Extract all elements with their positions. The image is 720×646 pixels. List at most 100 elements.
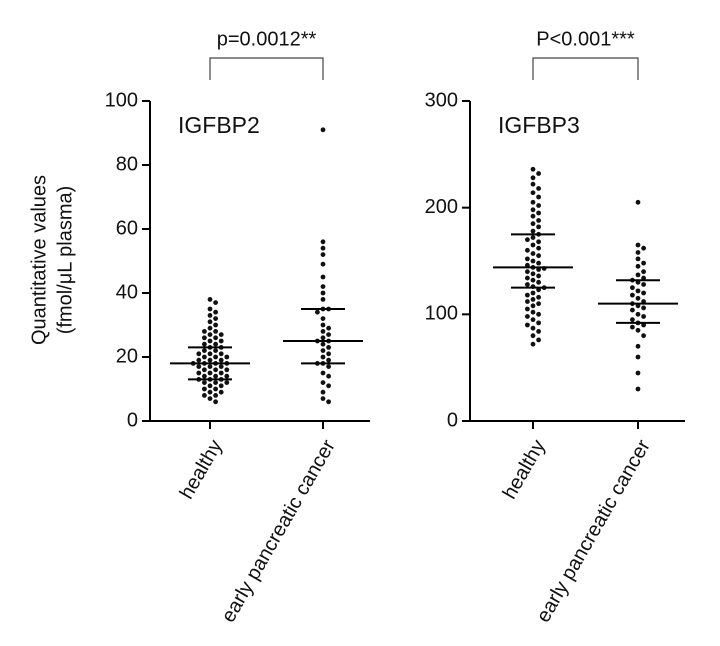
data-point — [320, 252, 326, 257]
data-point — [218, 332, 224, 337]
data-point — [213, 354, 219, 360]
data-point — [525, 292, 530, 298]
data-point — [536, 253, 541, 259]
data-point — [530, 309, 536, 315]
data-point — [224, 380, 230, 385]
data-point — [207, 306, 213, 312]
data-point — [213, 348, 219, 353]
data-point — [536, 186, 541, 191]
data-point — [320, 329, 326, 334]
data-point — [525, 237, 530, 243]
data-point — [530, 297, 536, 302]
data-point — [641, 282, 646, 287]
data-point — [326, 351, 331, 357]
data-point — [635, 343, 641, 349]
data-point — [320, 348, 326, 353]
p-value: p=0.0012** — [217, 28, 317, 50]
data-point — [202, 354, 207, 360]
data-point — [635, 263, 641, 269]
data-point — [530, 325, 536, 331]
data-point — [326, 383, 331, 389]
data-point — [202, 329, 207, 334]
data-point — [207, 383, 213, 389]
panel-title: IGFBP3 — [498, 112, 580, 138]
data-point — [320, 239, 326, 245]
data-point — [202, 341, 207, 347]
data-point — [320, 354, 326, 360]
data-point — [536, 239, 541, 245]
data-point — [320, 341, 326, 347]
data-point — [218, 370, 224, 376]
data-point — [224, 367, 230, 373]
data-point — [530, 199, 536, 205]
data-point — [218, 389, 224, 395]
data-point — [536, 260, 541, 266]
data-point — [320, 396, 326, 401]
data-point — [635, 288, 641, 294]
data-point — [320, 261, 326, 267]
y-tick-label: 100 — [105, 89, 138, 111]
data-point — [202, 386, 207, 392]
data-point — [213, 335, 219, 341]
data-point — [326, 373, 331, 379]
data-point — [635, 311, 641, 317]
data-point — [536, 273, 541, 279]
data-point — [213, 373, 219, 379]
data-point — [530, 290, 536, 296]
data-point — [207, 364, 213, 369]
data-point — [213, 322, 219, 328]
data-point — [213, 393, 219, 398]
data-point — [320, 127, 326, 133]
data-point — [530, 317, 536, 323]
data-point — [536, 210, 541, 216]
data-point — [530, 166, 536, 172]
data-point — [530, 190, 536, 196]
data-point — [320, 297, 326, 302]
data-point — [320, 380, 326, 385]
data-point — [218, 383, 224, 389]
data-point — [635, 354, 641, 360]
data-point — [536, 311, 541, 317]
data-point — [320, 370, 326, 376]
data-point — [202, 367, 207, 373]
data-point — [207, 351, 213, 357]
data-point — [207, 325, 213, 331]
data-point — [196, 351, 202, 357]
data-point — [320, 389, 326, 395]
data-point — [530, 221, 536, 227]
data-point — [202, 348, 207, 353]
data-point — [536, 320, 541, 326]
data-point — [641, 305, 646, 311]
data-point — [326, 332, 331, 337]
data-point — [536, 218, 541, 223]
data-point — [213, 316, 219, 321]
data-point — [530, 213, 536, 219]
data-point — [525, 314, 530, 319]
data-point — [536, 224, 541, 230]
y-tick-label: 100 — [425, 303, 458, 325]
data-point — [326, 357, 331, 363]
y-tick-label: 200 — [425, 196, 458, 218]
data-point — [207, 357, 213, 363]
data-point — [641, 269, 646, 275]
data-point — [635, 250, 641, 255]
data-point — [213, 329, 219, 334]
data-point — [315, 309, 320, 315]
p-value: P<0.001*** — [536, 28, 635, 50]
data-point — [213, 367, 219, 373]
data-point — [207, 319, 213, 325]
data-point — [326, 364, 331, 369]
data-point — [218, 357, 224, 363]
y-tick-label: 0 — [447, 409, 458, 431]
data-point — [635, 256, 641, 262]
data-point — [525, 247, 530, 253]
data-point — [207, 338, 213, 344]
x-tick-label: early pancreatic cancer — [532, 436, 655, 626]
data-point — [530, 277, 536, 283]
data-point — [630, 307, 635, 313]
data-point — [536, 203, 541, 208]
y-tick-label: 20 — [116, 345, 138, 367]
x-tick-label: early pancreatic cancer — [217, 436, 340, 626]
data-point — [635, 370, 641, 376]
data-point — [641, 245, 646, 251]
